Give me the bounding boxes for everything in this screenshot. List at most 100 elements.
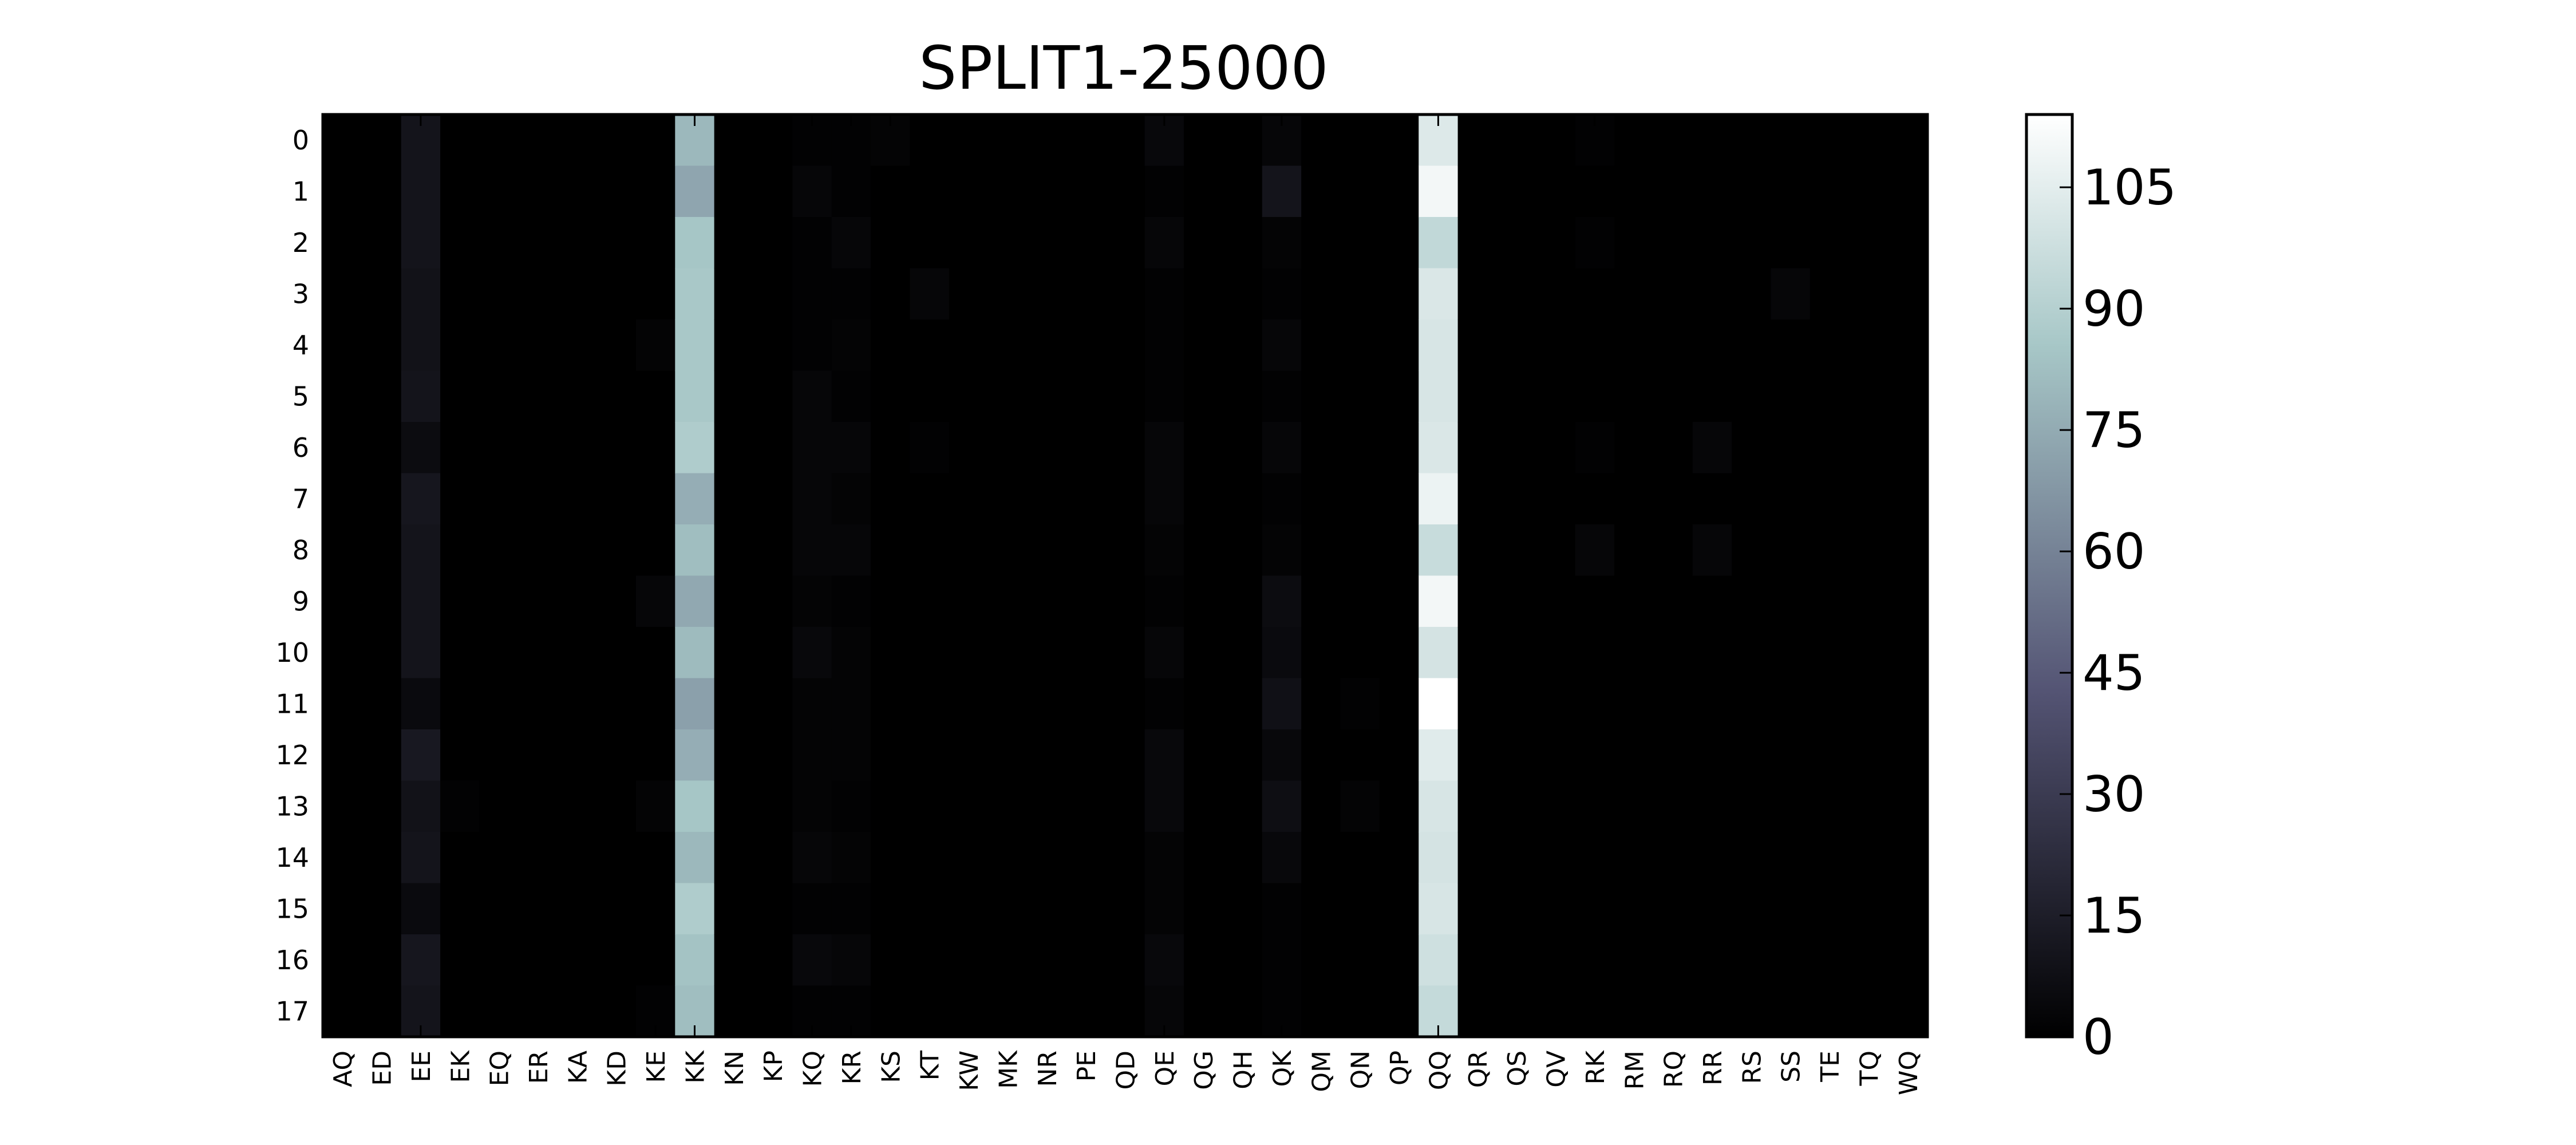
heatmap-cell-ED-7 — [362, 473, 402, 525]
heatmap-cell-QR-2 — [1457, 217, 1498, 269]
heatmap-cell-QV-5 — [1536, 370, 1576, 423]
heatmap-cell-KW-12 — [949, 729, 989, 781]
heatmap-cell-QK-12 — [1262, 729, 1302, 781]
heatmap-cell-QD-12 — [1105, 729, 1145, 781]
heatmap-cell-ER-1 — [518, 165, 558, 218]
heatmap-cell-KR-5 — [831, 370, 871, 423]
y-tick-label-11: 11 — [275, 688, 309, 719]
heatmap-cell-RK-15 — [1575, 883, 1615, 935]
heatmap-cell-NR-2 — [1027, 217, 1067, 269]
heatmap-cell-RR-12 — [1692, 729, 1732, 781]
heatmap-cell-QH-6 — [1223, 422, 1263, 474]
heatmap-cell-EK-13 — [440, 780, 480, 832]
heatmap-cell-QR-8 — [1457, 524, 1498, 577]
heatmap-cell-KR-1 — [831, 165, 871, 218]
heatmap-cell-QK-1 — [1262, 165, 1302, 218]
heatmap-cell-KT-6 — [910, 422, 950, 474]
heatmap-cell-RS-8 — [1732, 524, 1772, 577]
heatmap-cell-SS-7 — [1771, 473, 1811, 525]
heatmap-cell-KA-13 — [558, 780, 598, 832]
heatmap-cell-EE-6 — [401, 422, 441, 474]
heatmap-cell-QS-7 — [1496, 473, 1536, 525]
heatmap-cell-KR-2 — [831, 217, 871, 269]
y-tick-label-14: 14 — [275, 842, 309, 873]
heatmap-cell-TQ-9 — [1849, 575, 1889, 627]
heatmap-cell-QN-4 — [1340, 319, 1380, 372]
heatmap-cell-QM-6 — [1301, 422, 1341, 474]
heatmap-cell-TQ-6 — [1849, 422, 1889, 474]
heatmap-cell-KT-13 — [910, 780, 950, 832]
heatmap-cell-RM-6 — [1614, 422, 1654, 474]
heatmap-cell-QE-11 — [1144, 678, 1184, 730]
heatmap-cell-RK-1 — [1575, 165, 1615, 218]
heatmap-cell-PE-1 — [1066, 165, 1106, 218]
heatmap-cell-QP-16 — [1379, 934, 1419, 986]
x-tick-label-QK: QK — [1268, 1050, 1297, 1087]
heatmap-cell-RQ-6 — [1653, 422, 1693, 474]
heatmap-cell-QH-1 — [1223, 165, 1263, 218]
heatmap-cell-KN-3 — [714, 268, 754, 320]
heatmap-cell-KW-1 — [949, 165, 989, 218]
colorbar-tick-label-30: 30 — [2083, 766, 2145, 823]
heatmap-cell-RK-12 — [1575, 729, 1615, 781]
heatmap-cell-RR-3 — [1692, 268, 1732, 320]
heatmap-cell-TQ-8 — [1849, 524, 1889, 577]
heatmap-cell-RM-5 — [1614, 370, 1654, 423]
y-tick-label-12: 12 — [275, 740, 309, 771]
heatmap-cell-KS-9 — [871, 575, 911, 627]
heatmap-cell-KD-14 — [596, 832, 637, 884]
heatmap-cell-KS-5 — [871, 370, 911, 423]
heatmap-cell-RS-5 — [1732, 370, 1772, 423]
heatmap-cell-QR-3 — [1457, 268, 1498, 320]
heatmap-cell-QQ-5 — [1419, 370, 1459, 423]
heatmap-cell-RM-9 — [1614, 575, 1654, 627]
colorbar-tick-label-60: 60 — [2083, 523, 2145, 581]
heatmap-cell-EK-16 — [440, 934, 480, 986]
heatmap-cell-TE-12 — [1809, 729, 1850, 781]
heatmap-cell-RR-2 — [1692, 217, 1732, 269]
heatmap-cell-KP-7 — [753, 473, 793, 525]
x-tick-label-QH: QH — [1229, 1051, 1258, 1089]
heatmap-cell-QP-11 — [1379, 678, 1419, 730]
heatmap-cell-KD-12 — [596, 729, 637, 781]
heatmap-cell-QS-16 — [1496, 934, 1536, 986]
heatmap-cell-QG-3 — [1184, 268, 1224, 320]
heatmap-cell-QQ-3 — [1419, 268, 1459, 320]
heatmap-cell-KA-9 — [558, 575, 598, 627]
heatmap-cell-QK-7 — [1262, 473, 1302, 525]
heatmap-cell-KQ-2 — [792, 217, 832, 269]
heatmap-cell-KQ-9 — [792, 575, 832, 627]
heatmap-cell-QP-3 — [1379, 268, 1419, 320]
heatmap-cell-KA-3 — [558, 268, 598, 320]
heatmap-cell-QM-8 — [1301, 524, 1341, 577]
heatmap-cell-TQ-1 — [1849, 165, 1889, 218]
heatmap-cell-KQ-4 — [792, 319, 832, 372]
x-tick-label-MK: MK — [994, 1050, 1023, 1089]
heatmap-cell-QG-16 — [1184, 934, 1224, 986]
heatmap-cell-EE-13 — [401, 780, 441, 832]
heatmap-cell-RS-9 — [1732, 575, 1772, 627]
heatmap-cell-KD-8 — [596, 524, 637, 577]
heatmap-cell-KW-5 — [949, 370, 989, 423]
heatmap-cell-QG-7 — [1184, 473, 1224, 525]
heatmap-cell-PE-4 — [1066, 319, 1106, 372]
heatmap-cell-TQ-16 — [1849, 934, 1889, 986]
heatmap-cell-QE-5 — [1144, 370, 1184, 423]
x-tick-label-EK: EK — [446, 1050, 475, 1083]
heatmap-cell-RQ-7 — [1653, 473, 1693, 525]
colorbar-tick-label-75: 75 — [2083, 402, 2145, 459]
heatmap-cell-QR-4 — [1457, 319, 1498, 372]
heatmap-cell-QS-3 — [1496, 268, 1536, 320]
heatmap-cell-QR-15 — [1457, 883, 1498, 935]
heatmap-cell-QG-8 — [1184, 524, 1224, 577]
heatmap-cell-SS-11 — [1771, 678, 1811, 730]
colorbar-tick-label-0: 0 — [2083, 1009, 2114, 1066]
heatmap-cell-RK-6 — [1575, 422, 1615, 474]
heatmap-cell-KT-12 — [910, 729, 950, 781]
heatmap-cell-EQ-13 — [479, 780, 519, 832]
x-tick-label-RK: RK — [1581, 1050, 1610, 1085]
heatmap-cell-RQ-12 — [1653, 729, 1693, 781]
heatmap-cell-EQ-14 — [479, 832, 519, 884]
heatmap-cell-QD-11 — [1105, 678, 1145, 730]
heatmap-cell-MK-11 — [988, 678, 1028, 730]
